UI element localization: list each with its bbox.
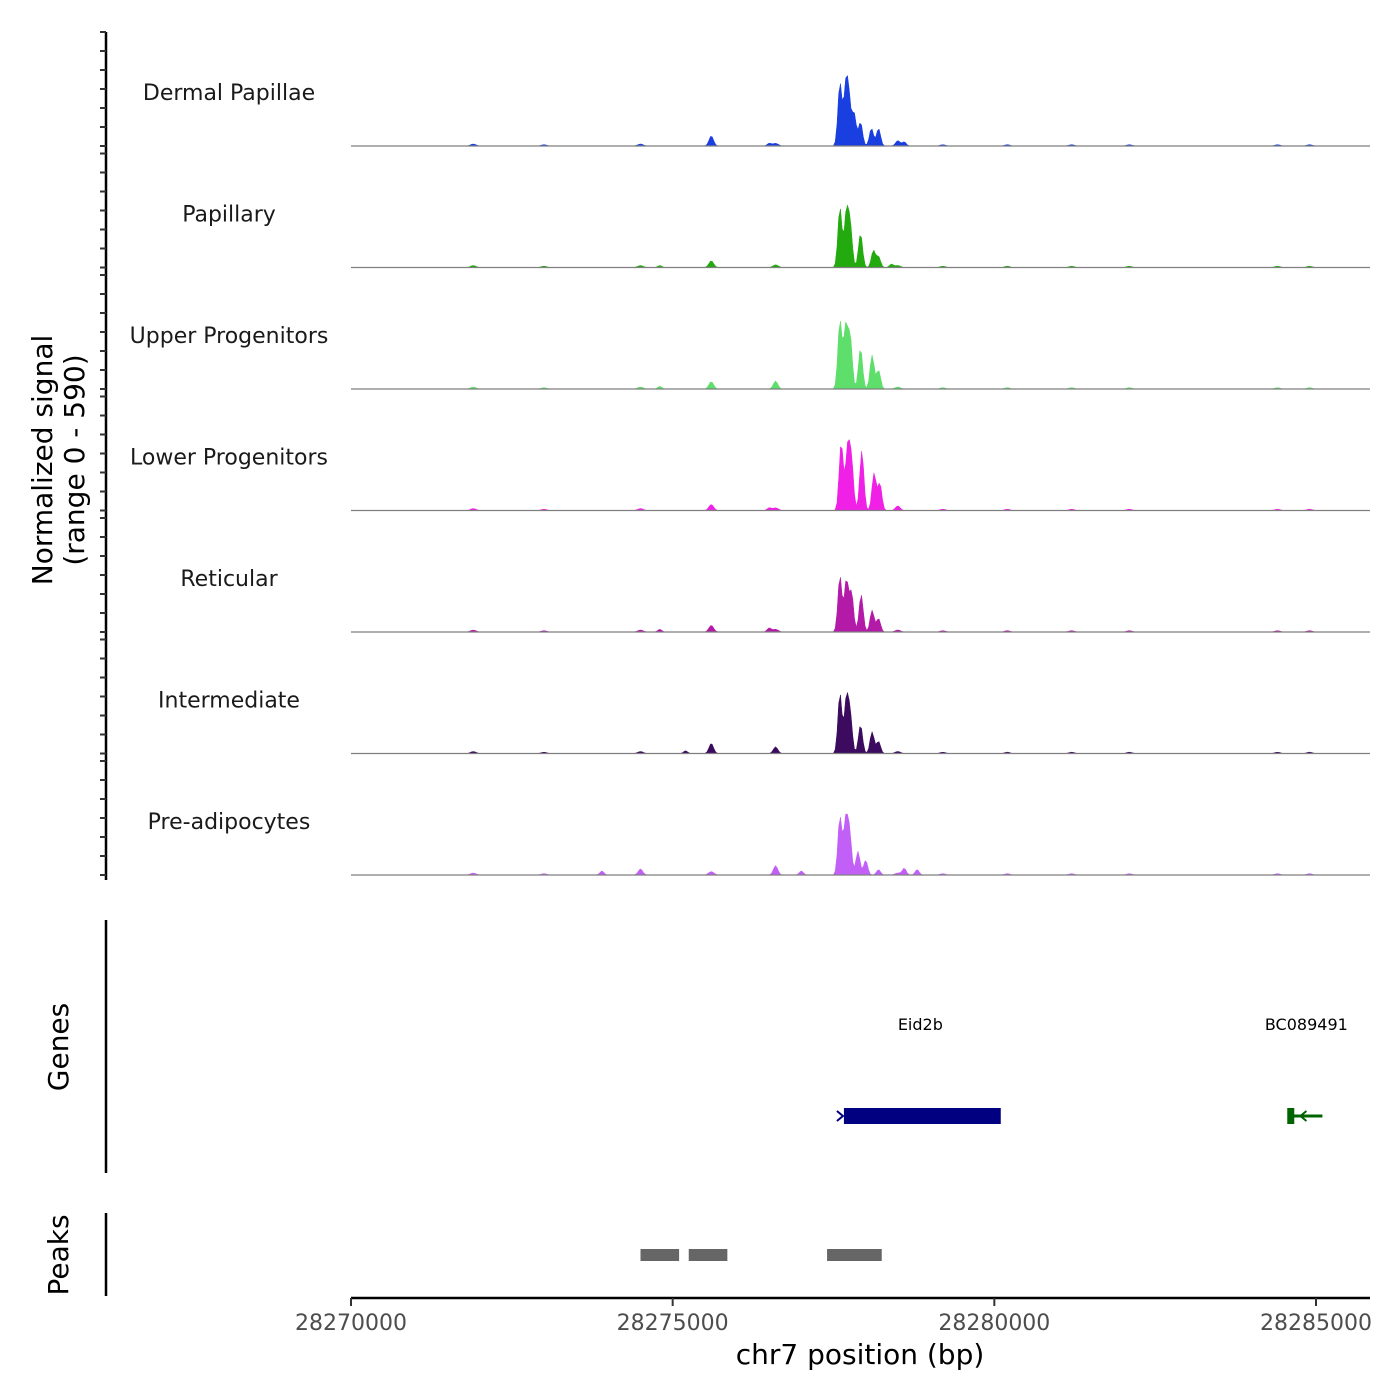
gene-body-0: [843, 1108, 1001, 1124]
track-label-4: Reticular: [180, 567, 278, 592]
track-label-0: Dermal Papillae: [143, 81, 315, 106]
peaks-y-axis-title: Peaks: [42, 1214, 75, 1295]
track-label-3: Lower Progenitors: [130, 446, 328, 471]
signal-y-ticks: [100, 31, 106, 876]
gene-annotations: Eid2b BC089491: [836, 1015, 1348, 1124]
signal-area-0: [415, 74, 1329, 147]
track-label-6: Pre-adipocytes: [148, 810, 311, 835]
x-tick-label-3: 28285000: [1260, 1311, 1372, 1336]
x-tick-label-0: 28270000: [295, 1311, 407, 1336]
peak-region-0: [640, 1249, 680, 1261]
genes-y-axis-title: Genes: [42, 1003, 75, 1091]
gene-strand-arrow-1: [1298, 1110, 1308, 1122]
track-label-5: Intermediate: [158, 689, 300, 714]
track-label-1: Papillary: [182, 203, 276, 228]
signal-area-6: [415, 813, 1329, 876]
signal-area-4: [415, 577, 1329, 633]
signal-area-3: [415, 438, 1329, 511]
peak-region-1: [688, 1249, 728, 1261]
gene-label-1: BC089491: [1265, 1015, 1348, 1034]
track-label-2: Upper Progenitors: [130, 324, 329, 349]
gene-label-0: Eid2b: [898, 1015, 943, 1034]
x-tick-label-2: 28280000: [938, 1311, 1050, 1336]
x-axis-ticks: 28270000 28275000 28280000 28285000: [295, 1298, 1372, 1336]
gene-strand-arrow-0: [836, 1110, 845, 1122]
gene-body-1: [1287, 1108, 1295, 1124]
signal-area-5: [415, 691, 1329, 754]
signal-y-axis-title-line2: (range 0 - 590): [58, 354, 91, 565]
peak-regions: [640, 1249, 882, 1261]
signal-tracks: Dermal Papillae Papillary Upper Progenitor…: [130, 74, 1370, 876]
signal-area-1: [415, 204, 1329, 268]
x-axis-title: chr7 position (bp): [736, 1338, 985, 1371]
peak-region-2: [827, 1249, 882, 1261]
x-tick-label-1: 28275000: [617, 1311, 729, 1336]
signal-y-axis-title-line1: Normalized signal: [26, 335, 59, 586]
signal-area-2: [415, 320, 1329, 390]
